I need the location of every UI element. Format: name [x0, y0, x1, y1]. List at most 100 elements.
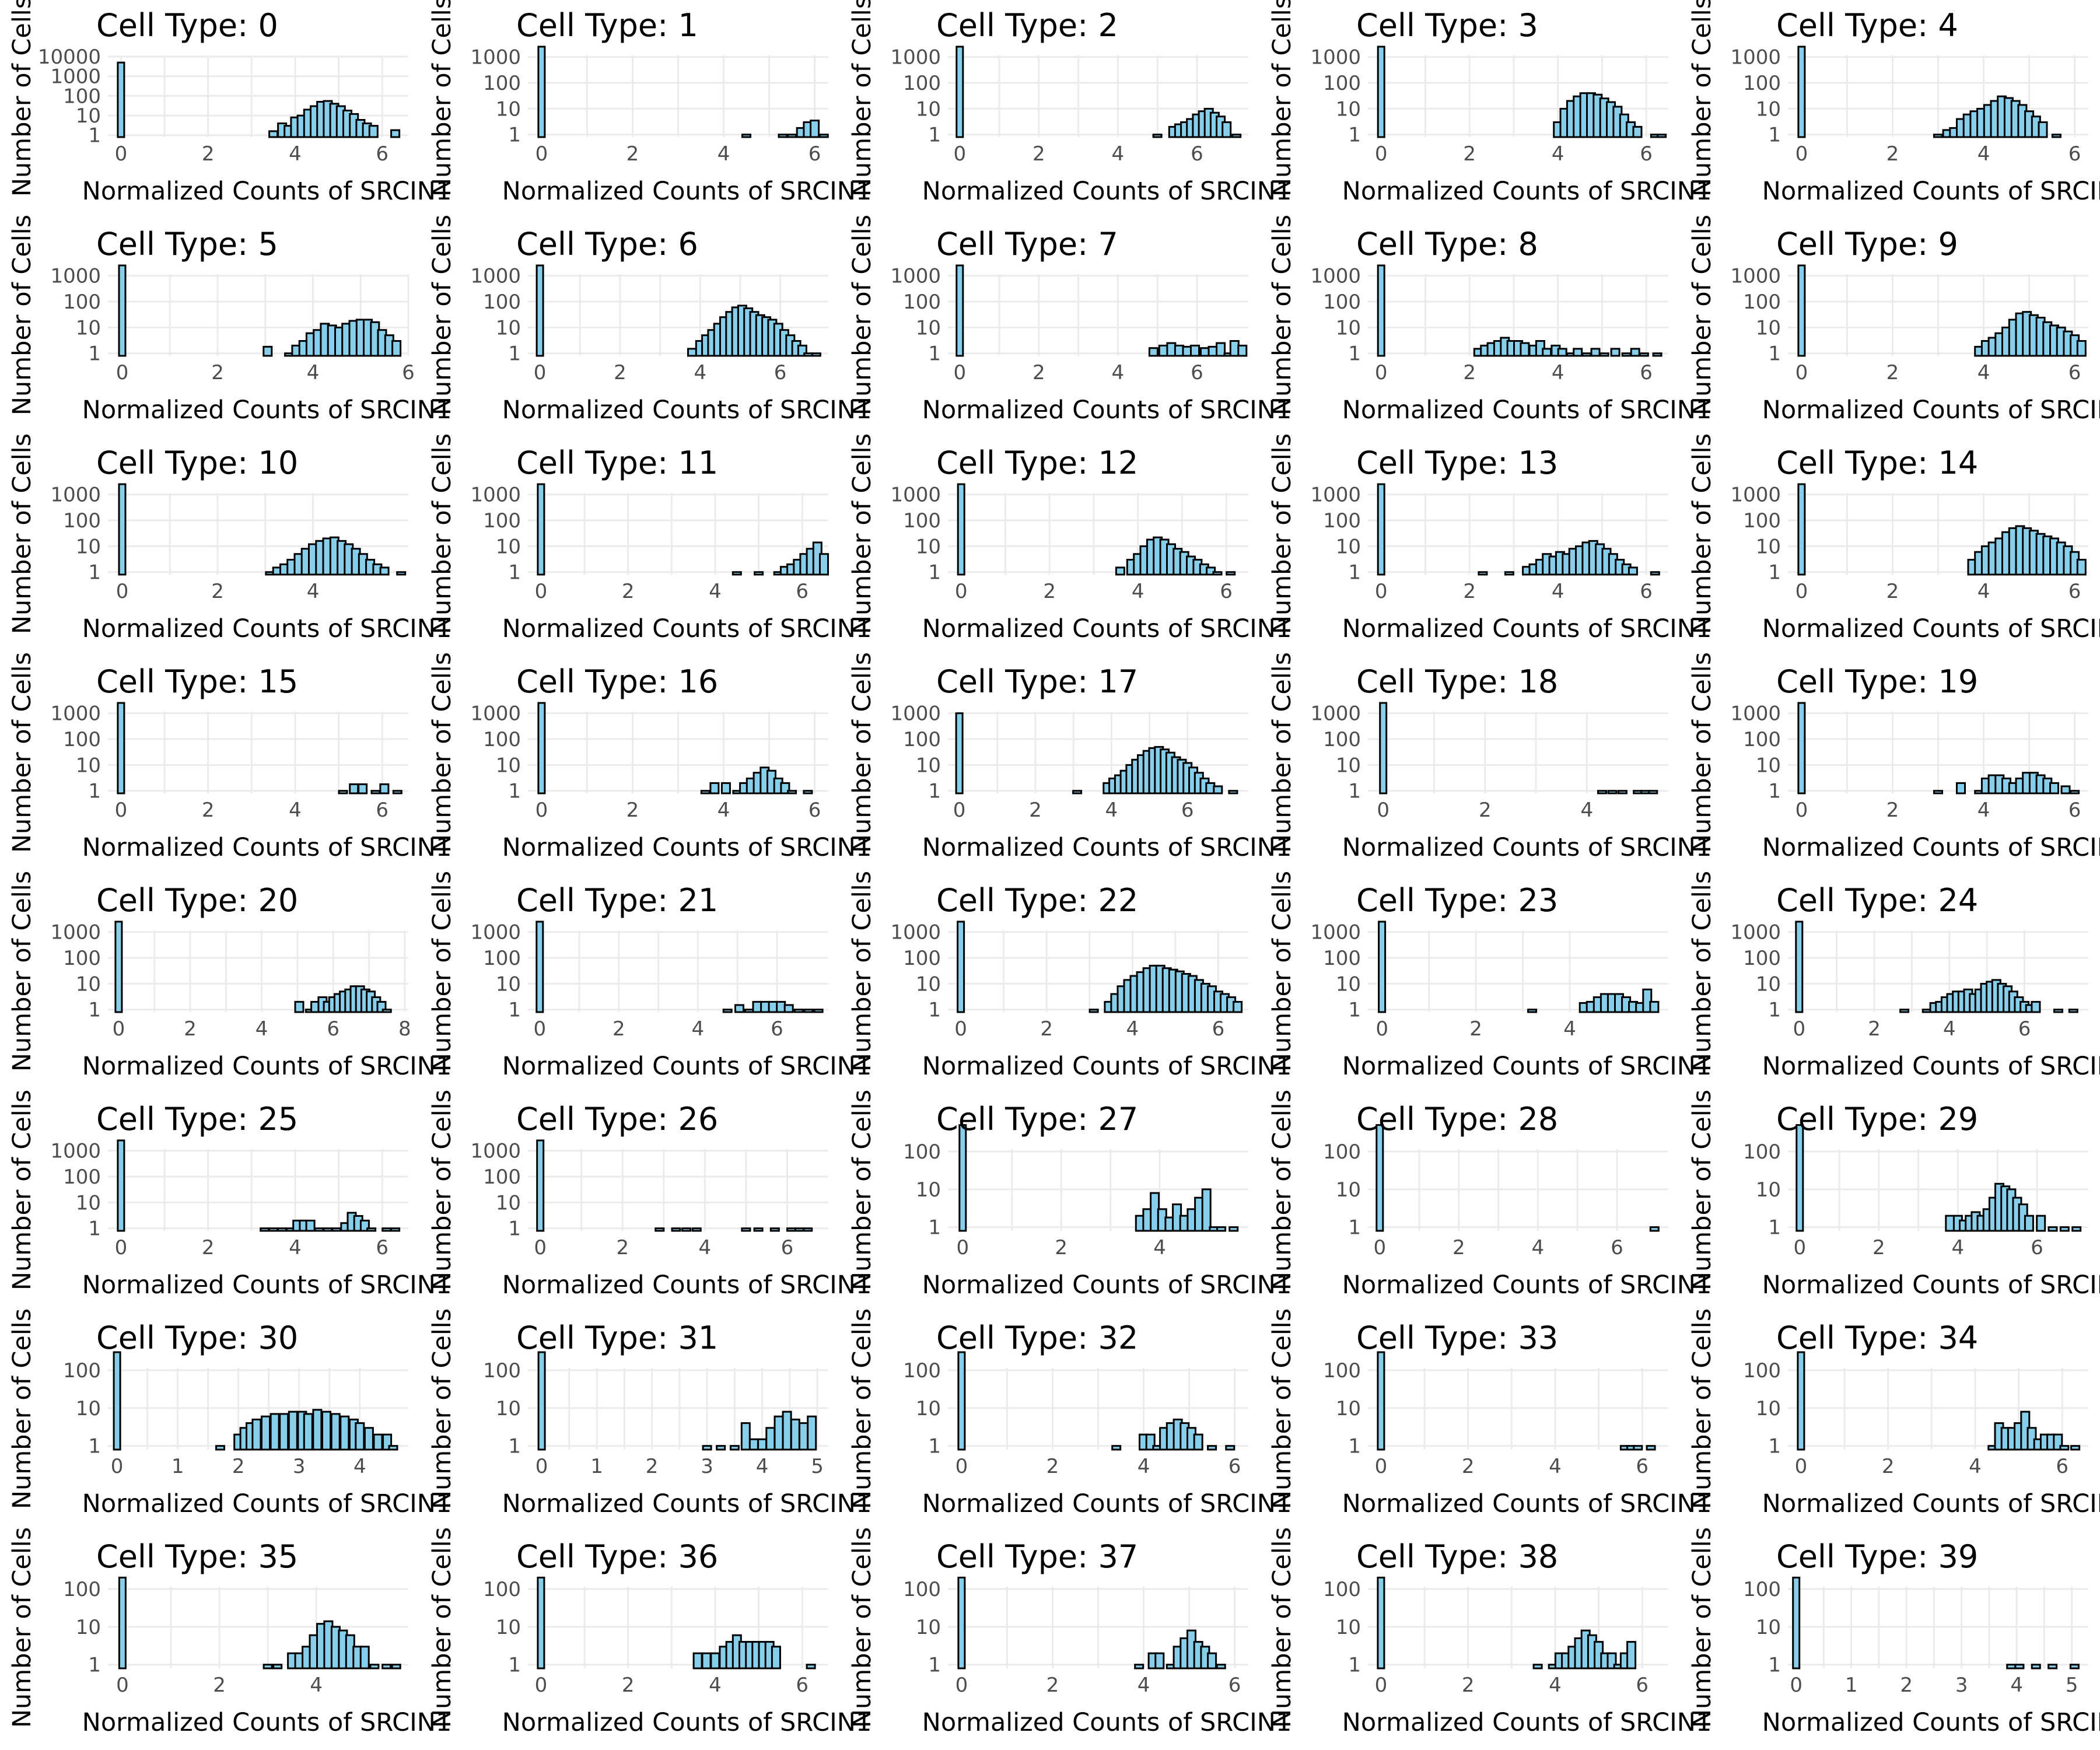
histogram-bar	[1649, 1226, 1660, 1232]
panel-title: Cell Type: 7	[936, 226, 1118, 262]
y-axis-label: Number of Cells	[1688, 652, 1717, 853]
y-tick-label: 100	[63, 1578, 101, 1601]
x-tick-label: 2	[1469, 1017, 1482, 1041]
y-tick-label: 10	[76, 1397, 101, 1420]
x-tick-label: 0	[1796, 361, 1808, 384]
y-axis-label: Number of Cells	[8, 0, 37, 197]
x-tick-label: 0	[1375, 1674, 1388, 1697]
y-tick-label: 100	[63, 1166, 101, 1189]
x-tick-label: 0	[1375, 580, 1388, 603]
panel-37: 0 2 4 6 1 10 100 Cell Type: 37 Normalized Counts…	[848, 1527, 1292, 1737]
x-tick-label: 6	[1640, 361, 1653, 384]
histogram-bar	[1152, 134, 1163, 138]
x-tick-label: 5	[2066, 1674, 2078, 1697]
panel-title: Cell Type: 33	[1356, 1320, 1558, 1356]
histogram-bar	[366, 1227, 377, 1232]
y-tick-label: 1	[508, 342, 521, 366]
x-tick-label: 6	[1640, 142, 1653, 166]
y-tick-label: 10	[1336, 754, 1361, 777]
histogram-bar	[1532, 1664, 1543, 1670]
x-tick-label: 1	[590, 1455, 603, 1478]
y-tick-label: 1	[1348, 1435, 1361, 1458]
histogram-bar	[1166, 342, 1177, 357]
x-tick-label: 4	[1532, 1236, 1545, 1259]
panel-title: Cell Type: 8	[1356, 226, 1538, 262]
x-axis-label: Normalized Counts of SRCIN1	[922, 833, 1292, 862]
y-axis-label: Number of Cells	[428, 1090, 457, 1290]
histogram-bar	[1228, 1226, 1239, 1232]
x-tick-label: 6	[1611, 1236, 1623, 1259]
x-tick-label: 6	[1636, 1674, 1648, 1697]
x-tick-label: 2	[1046, 1674, 1059, 1697]
y-axis-label: Number of Cells	[1688, 215, 1717, 415]
y-axis-label: Number of Cells	[428, 433, 457, 634]
histogram-bar	[359, 1646, 370, 1670]
histogram-bar	[1182, 345, 1192, 357]
histogram-bar	[957, 483, 965, 576]
histogram-bar	[2031, 1664, 2041, 1670]
x-tick-label: 0	[111, 1455, 124, 1478]
x-axis-label: Normalized Counts of SRCIN1	[1342, 1489, 1712, 1518]
x-tick-label: 0	[1790, 1674, 1803, 1697]
x-axis-label: Normalized Counts of SRCIN1	[1342, 614, 1712, 643]
histogram-bar	[1652, 352, 1662, 357]
y-axis-label: Number of Cells	[1268, 433, 1297, 634]
x-tick-label: 4	[1552, 142, 1564, 166]
x-tick-label: 2	[1900, 1674, 1913, 1697]
x-tick-label: 0	[1375, 142, 1388, 166]
panel-title: Cell Type: 3	[1356, 7, 1538, 44]
panel-title: Cell Type: 27	[936, 1101, 1138, 1138]
histogram-bar	[803, 1009, 814, 1013]
x-tick-label: 0	[1796, 142, 1808, 166]
x-tick-label: 4	[1978, 142, 1990, 166]
x-tick-label: 2	[1463, 142, 1476, 166]
x-tick-label: 2	[1040, 1017, 1053, 1041]
x-tick-label: 6	[1640, 580, 1653, 603]
panel-title: Cell Type: 25	[96, 1101, 298, 1138]
y-tick-label: 1	[928, 561, 941, 584]
histogram-bar	[681, 1227, 692, 1232]
histogram-bar	[2049, 782, 2059, 794]
x-axis-label: Normalized Counts of SRCIN1	[1762, 1708, 2100, 1737]
histogram-bar	[1648, 790, 1658, 794]
histogram-bar	[811, 352, 821, 357]
histogram-bar	[753, 1227, 764, 1232]
y-axis-label: Number of Cells	[428, 871, 457, 1072]
histogram-bar	[818, 134, 829, 138]
x-axis-label: Normalized Counts of SRCIN1	[922, 177, 1292, 206]
histogram-bar	[118, 483, 127, 576]
histogram-bar	[957, 1576, 966, 1670]
histogram-bar	[1378, 921, 1387, 1013]
histogram-bar	[2051, 134, 2062, 138]
histogram-bar	[771, 1646, 781, 1670]
y-axis-label: Number of Cells	[8, 433, 37, 634]
histogram-bar	[396, 571, 407, 576]
y-axis-label: Number of Cells	[8, 1308, 37, 1509]
histogram-bar	[536, 921, 544, 1013]
x-axis-label: Normalized Counts of SRCIN1	[922, 1270, 1292, 1300]
histogram-bar	[1231, 134, 1242, 138]
panel-33: 0 2 4 6 1 10 100 Cell Type: 33 Normalized Counts…	[1268, 1308, 1712, 1518]
y-axis-label: Number of Cells	[428, 215, 457, 415]
x-tick-label: 6	[376, 142, 388, 166]
histogram-bar	[388, 1445, 398, 1451]
y-tick-label: 1000	[50, 265, 101, 288]
y-tick-label: 1	[928, 1435, 941, 1458]
x-tick-label: 4	[718, 142, 730, 166]
x-tick-label: 6	[2068, 142, 2081, 166]
histogram-bar	[1115, 566, 1125, 576]
histogram-bar	[741, 1227, 751, 1232]
panel-title: Cell Type: 30	[96, 1320, 298, 1356]
x-tick-label: 4	[1549, 1455, 1562, 1478]
panel-32: 0 2 4 6 1 10 100 Cell Type: 32 Normalized Counts…	[848, 1308, 1292, 1518]
histogram-bar	[720, 782, 731, 794]
histogram-bar	[537, 702, 546, 794]
x-tick-label: 4	[310, 1674, 323, 1697]
y-tick-label: 1	[508, 561, 521, 584]
histogram-bar	[957, 1351, 966, 1451]
